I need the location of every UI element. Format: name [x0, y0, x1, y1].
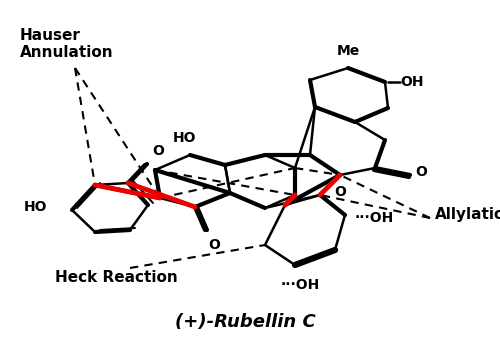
Text: O: O	[415, 165, 427, 179]
Text: ···OH: ···OH	[355, 211, 394, 225]
Text: HO: HO	[24, 200, 47, 214]
Text: HO: HO	[174, 131, 197, 145]
Text: Allylation: Allylation	[435, 208, 500, 222]
Text: O: O	[334, 185, 346, 199]
Text: O: O	[152, 144, 164, 158]
Text: Heck Reaction: Heck Reaction	[55, 271, 178, 285]
Text: OH: OH	[400, 75, 423, 89]
Text: (+)-Rubellin C: (+)-Rubellin C	[174, 313, 316, 331]
Text: O: O	[208, 238, 220, 252]
Text: ···OH: ···OH	[280, 278, 320, 292]
Text: Hauser
Annulation: Hauser Annulation	[20, 28, 114, 60]
Text: Me: Me	[336, 44, 359, 58]
